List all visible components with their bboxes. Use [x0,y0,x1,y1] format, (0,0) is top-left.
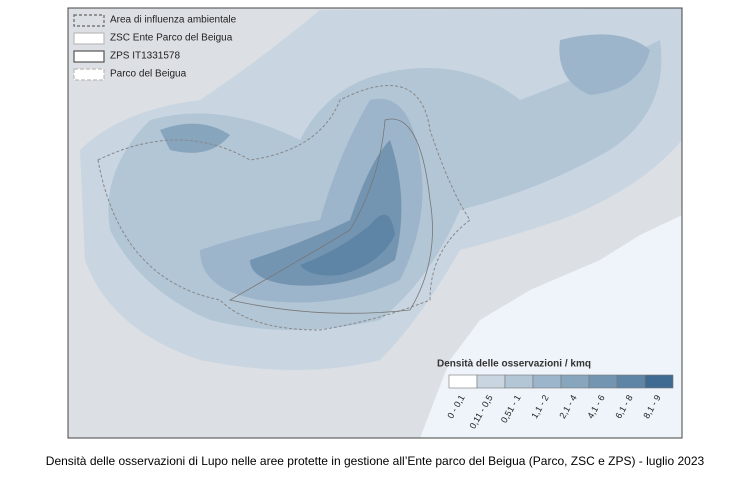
map-frame [67,7,683,439]
legend-label: Area di influenza ambientale [110,15,237,26]
legend-swatch [73,14,105,27]
legend: Area di influenza ambientale ZSC Ente Par… [73,14,237,81]
class-swatch [476,374,506,389]
density-zone [160,123,230,153]
legend-swatch [73,50,105,63]
density-zone [559,34,650,95]
class-swatch [448,374,478,389]
legend-swatch [73,68,105,81]
class-swatch [588,374,618,389]
class-swatch [560,374,590,389]
caption: Densità delle osservazioni di Lupo nelle… [46,454,705,468]
class-swatch [616,374,646,389]
class-swatch [532,374,562,389]
legend-label: ZSC Ente Parco del Beigua [110,33,233,44]
density-zone [300,214,395,276]
class-swatch [504,374,534,389]
density-legend-title: Densità delle osservazioni / kmq [437,359,591,370]
legend-swatch [73,32,105,45]
map-body [68,8,682,438]
legend-label: Parco del Beigua [110,69,187,80]
class-swatch [644,374,674,389]
zps-boundary [228,118,433,314]
legend-label: ZPS IT1331578 [110,51,180,62]
influence-boundary [97,85,471,331]
